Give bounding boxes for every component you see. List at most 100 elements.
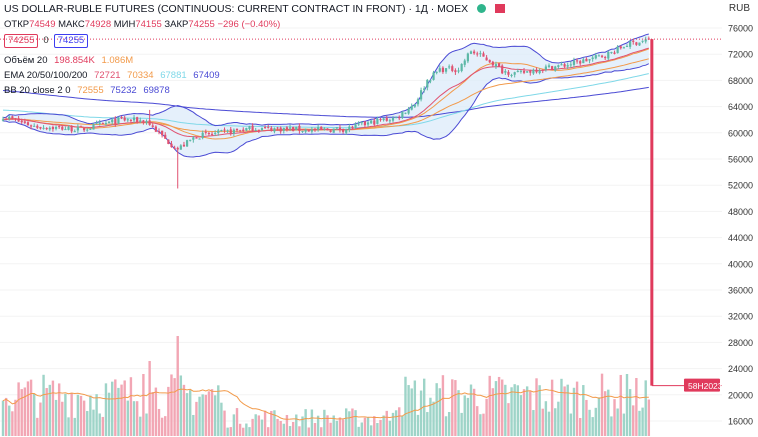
candle-body — [351, 126, 354, 129]
candle-body — [357, 123, 360, 125]
volume-bar — [167, 386, 170, 436]
volume-bar — [341, 419, 345, 436]
candle-body — [588, 59, 591, 61]
volume-bar — [557, 401, 560, 436]
ohlc-row: ОТКР74549 МАКС74928 МИН74155 ЗАКР74255 −… — [4, 19, 280, 30]
candle-body — [170, 143, 173, 148]
candle-body — [260, 127, 264, 131]
price-axis-tick: 16000 — [728, 417, 753, 427]
volume-bar — [145, 413, 148, 436]
price-axis-tick: 44000 — [728, 233, 753, 243]
volume-bar — [204, 394, 207, 436]
volume-bar — [82, 400, 86, 436]
volume-bar — [117, 387, 120, 436]
candle-body — [466, 53, 469, 62]
volume-bar — [469, 384, 473, 436]
volume-bar — [388, 420, 392, 436]
volume-bar — [463, 395, 466, 436]
volume-indicator-legend[interactable]: Объём 20 198.854K 1.086M — [4, 55, 137, 66]
volume-bar — [223, 410, 226, 436]
volume-bar — [42, 374, 45, 436]
candle-body — [39, 126, 42, 129]
volume-bar — [582, 385, 585, 436]
candle-body — [151, 125, 154, 127]
candle-body — [17, 118, 20, 122]
volume-bar — [394, 410, 398, 436]
candle-body — [173, 147, 176, 149]
candle-body — [554, 66, 557, 71]
candle-body — [597, 55, 601, 57]
expiry-label-box — [684, 378, 720, 392]
volume-bar — [263, 410, 267, 436]
ema100-value: 67881 — [160, 70, 187, 81]
candle-body — [104, 123, 108, 125]
volume-bar — [432, 401, 435, 436]
trade-buttons-row: 74255 0 74255 — [4, 34, 89, 48]
buy-button[interactable]: 74255 — [53, 34, 89, 48]
ema-indicator-legend[interactable]: EMA 20/50/100/200 72721 70334 67881 6740… — [4, 70, 224, 81]
symbol-title[interactable]: US DOLLAR-RUBLE FUTURES (CONTINUOUS: CUR… — [4, 3, 469, 15]
candle-body — [320, 126, 323, 130]
volume-bar — [173, 378, 176, 436]
candle-body — [441, 67, 445, 73]
candle-body — [48, 127, 51, 130]
volume-bar — [201, 394, 204, 436]
candle-body — [42, 127, 45, 129]
candle-body — [279, 127, 282, 132]
volume-bar — [351, 408, 354, 436]
candle-body — [154, 126, 157, 132]
candle-body — [310, 129, 313, 132]
volume-bar — [566, 384, 569, 436]
candle-body — [382, 118, 385, 121]
candle-body — [385, 118, 388, 121]
candle-body — [157, 131, 161, 133]
candle-body — [429, 80, 432, 82]
volume-bar — [454, 380, 457, 436]
sell-button[interactable]: 74255 — [4, 34, 39, 48]
volume-bar — [307, 427, 310, 436]
volume-bar — [513, 384, 516, 436]
close-value: 74255 — [188, 19, 215, 30]
volume-bar — [569, 413, 573, 436]
candle-body — [473, 51, 476, 54]
candle-body — [604, 57, 607, 59]
volume-bar — [189, 390, 192, 436]
currency-label[interactable]: RUB — [728, 3, 750, 14]
volume-bars — [1, 336, 651, 436]
candle-body — [142, 120, 145, 123]
candle-body — [419, 90, 423, 100]
candle-body — [195, 137, 198, 139]
candle-body — [285, 127, 289, 129]
market-status-icon — [477, 4, 487, 13]
price-axis-tick: 76000 — [728, 24, 753, 34]
candle-body — [519, 70, 523, 72]
flag-icon[interactable] — [494, 4, 505, 13]
candle-body — [64, 129, 67, 131]
volume-bar — [176, 336, 179, 436]
candle-body — [622, 47, 625, 49]
volume-bar — [107, 392, 111, 436]
volume-bar — [354, 410, 357, 436]
bb-indicator-legend[interactable]: BB 20 close 2 0 72555 75232 69878 — [4, 85, 174, 96]
volume-bar — [185, 393, 189, 436]
candle-body — [482, 53, 485, 57]
volume-ma-value: 1.086M — [101, 55, 134, 66]
volume-bar — [485, 398, 488, 436]
price-axis-tick: 60000 — [728, 128, 753, 138]
price-axis-tick: 20000 — [728, 390, 753, 400]
candle-body — [460, 63, 463, 71]
candle-body — [501, 65, 504, 74]
volume-bar — [36, 417, 39, 436]
volume-bar — [357, 426, 360, 436]
candle-body — [616, 46, 619, 54]
candle-body — [591, 57, 594, 60]
candle-body — [629, 41, 632, 47]
candle-body — [139, 120, 142, 122]
candle-body — [273, 128, 276, 132]
volume-bar — [70, 392, 73, 436]
volume-bar — [603, 391, 607, 436]
price-axis[interactable]: 76000 72000 68000 64000 60000 56000 52000 48000… — [684, 24, 753, 427]
volume-bar — [460, 412, 463, 436]
candle-body — [14, 118, 17, 120]
